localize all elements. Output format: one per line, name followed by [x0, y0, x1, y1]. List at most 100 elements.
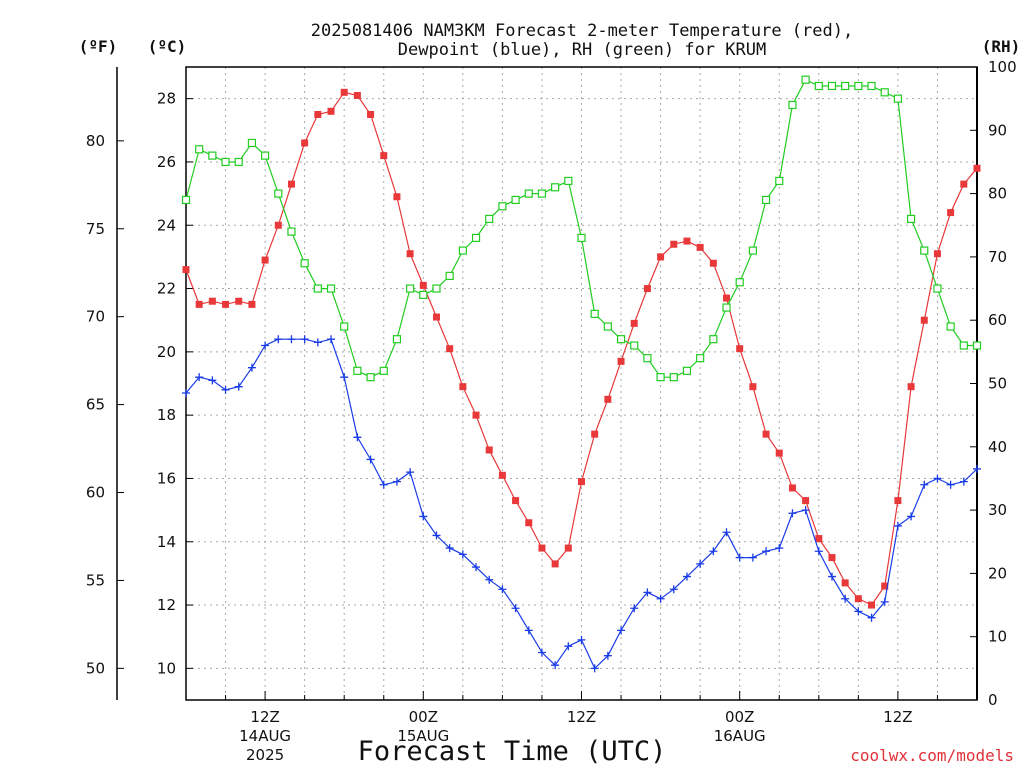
rh-tick-label: 100	[988, 58, 1017, 76]
x-tick-label-date: 16AUG	[714, 727, 766, 745]
temperature-point	[815, 535, 823, 543]
temperature-point	[868, 601, 876, 609]
temperature-point	[973, 164, 981, 172]
dewpoint-point	[867, 613, 876, 622]
rh-point	[564, 176, 573, 186]
x-tick-label-time: 00Z	[725, 708, 754, 726]
rh-point	[748, 246, 757, 255]
celsius-tick-label: 12	[157, 596, 176, 614]
temperature-point	[380, 152, 388, 160]
rh-point	[630, 341, 639, 350]
rh-point	[208, 151, 217, 160]
x-tick-label-date: 15AUG	[397, 727, 449, 745]
rh-point	[669, 373, 678, 382]
rh-point	[406, 284, 415, 293]
dewpoint-point	[959, 477, 968, 486]
celsius-tick-label: 22	[157, 280, 176, 298]
dewpoint-point	[419, 512, 428, 521]
temperature-point	[432, 313, 440, 321]
dewpoint-point	[300, 335, 309, 344]
dewpoint-point	[485, 575, 494, 584]
temperature-point	[485, 446, 493, 454]
fahrenheit-tick-label: 50	[86, 659, 105, 677]
rh-point	[195, 145, 204, 154]
temperature-point	[881, 582, 889, 590]
x-axis-label: Forecast Time (UTC)	[358, 736, 667, 767]
dewpoint-point	[893, 521, 902, 530]
temperature-point	[920, 316, 928, 324]
temperature-point	[314, 110, 322, 118]
dewpoint-series	[182, 335, 981, 673]
chart-axes: 10 12 14 16 18 20 22 24 26 28 50 55 60 65 70 75 80 0 10 20 3…	[86, 58, 1017, 764]
temperature-point	[643, 285, 651, 293]
temperature-point	[551, 560, 559, 568]
temperature-point	[419, 281, 427, 289]
rh-tick-label: 20	[988, 564, 1007, 582]
rh-point	[906, 214, 916, 224]
rh-point	[326, 284, 336, 293]
rh-point	[340, 322, 349, 331]
dewpoint-point	[313, 338, 322, 347]
temperature-point	[933, 250, 941, 258]
celsius-tick-label: 28	[157, 90, 176, 108]
dewpoint-point	[208, 376, 217, 385]
temperature-point	[222, 300, 230, 308]
rh-point	[498, 202, 507, 211]
temperature-point	[525, 519, 533, 527]
rh-point	[366, 373, 375, 382]
rh-point	[682, 366, 692, 375]
rh-point	[537, 189, 547, 198]
dewpoint-point	[472, 563, 481, 572]
dewpoint-point	[854, 607, 863, 616]
temperature-point	[894, 497, 902, 505]
dewpoint-point	[643, 588, 652, 597]
rh-point	[577, 233, 586, 243]
dewpoint-point	[880, 597, 889, 606]
temperature-point	[393, 193, 401, 201]
temperature-point	[617, 357, 625, 365]
rh-point	[972, 341, 982, 350]
rh-point	[313, 284, 322, 293]
dewpoint-point	[537, 648, 546, 657]
rh-tick-label: 90	[988, 121, 1007, 139]
dewpoint-point	[722, 528, 731, 537]
temperature-point	[788, 484, 796, 492]
temperature-point	[327, 107, 335, 115]
rh-point	[603, 322, 612, 331]
rh-point	[946, 322, 955, 331]
celsius-tick-label: 10	[157, 659, 176, 677]
temperature-point	[287, 180, 295, 188]
rh-point	[221, 157, 230, 167]
rh-point	[234, 157, 243, 167]
credit-text: coolwx.com/models	[850, 746, 1014, 765]
x-tick-label-time: 00Z	[409, 708, 438, 726]
temperature-point	[841, 579, 849, 587]
temperature-point	[459, 383, 467, 391]
rh-tick-label: 70	[988, 248, 1007, 266]
temperature-point	[947, 209, 955, 217]
celsius-tick-label: 20	[157, 343, 176, 361]
dewpoint-point	[669, 585, 678, 594]
rh-series	[181, 75, 982, 382]
x-tick-label-time: 12Z	[567, 708, 596, 726]
temperature-point	[670, 240, 678, 248]
rh-point	[933, 284, 942, 293]
temperature-point	[367, 110, 375, 118]
fahrenheit-tick-label: 80	[86, 132, 105, 150]
rh-point	[247, 138, 257, 148]
dewpoint-point	[353, 433, 362, 442]
rh-point	[867, 81, 876, 91]
dewpoint-point	[432, 531, 441, 540]
celsius-tick-label: 24	[157, 216, 176, 234]
dewpoint-point	[775, 544, 784, 553]
temperature-point	[578, 478, 585, 486]
rh-point	[353, 366, 362, 375]
rh-point	[419, 290, 428, 299]
dewpoint-point	[366, 455, 375, 464]
dewpoint-point	[682, 572, 691, 581]
temperature-point	[749, 383, 757, 391]
dewpoint-point	[656, 594, 665, 603]
rh-point	[761, 195, 771, 205]
temperature-point	[248, 300, 256, 308]
